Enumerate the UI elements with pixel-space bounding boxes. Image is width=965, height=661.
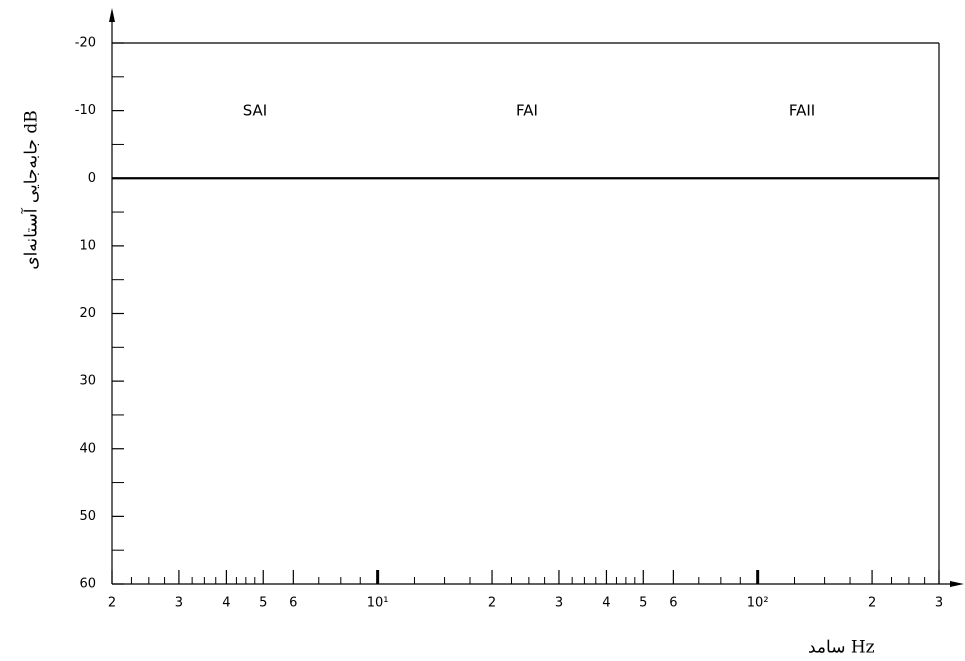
y-tick-label: 0 — [88, 171, 96, 186]
x-tick-label: 3 — [175, 596, 183, 611]
x-tick-label: 6 — [289, 596, 297, 611]
annotation: FAI — [516, 102, 538, 120]
y-axis-label: جابه‌جایی آستانه‌ای dB — [20, 110, 42, 269]
x-tick-label: 3 — [555, 596, 563, 611]
x-tick-label: 2 — [488, 596, 496, 611]
annotation: SAI — [243, 102, 268, 120]
x-tick-label: 2 — [868, 596, 876, 611]
y-tick-label: 30 — [79, 374, 96, 389]
annotation: FAII — [789, 102, 815, 120]
x-axis-arrow — [950, 581, 964, 587]
x-tick-label: 5 — [639, 596, 647, 611]
x-tick-label: 2 — [108, 596, 116, 611]
x-tick-label: 4 — [222, 596, 230, 611]
y-axis-arrow — [109, 8, 115, 22]
x-tick-label: 10² — [747, 596, 769, 611]
x-tick-label: 4 — [602, 596, 610, 611]
y-tick-label: 50 — [79, 509, 96, 524]
x-tick-label: 6 — [669, 596, 677, 611]
y-tick-label: 20 — [79, 306, 96, 321]
y-tick-label: 60 — [79, 577, 96, 592]
x-tick-label: 3 — [935, 596, 943, 611]
x-tick-label: 5 — [259, 596, 267, 611]
y-tick-label: -10 — [75, 103, 96, 118]
y-tick-label: 40 — [79, 441, 96, 456]
x-tick-label: 10¹ — [367, 596, 389, 611]
x-axis-label: سامد Hz — [808, 638, 875, 658]
y-tick-label: -20 — [75, 36, 96, 51]
y-tick-label: 10 — [79, 238, 96, 253]
